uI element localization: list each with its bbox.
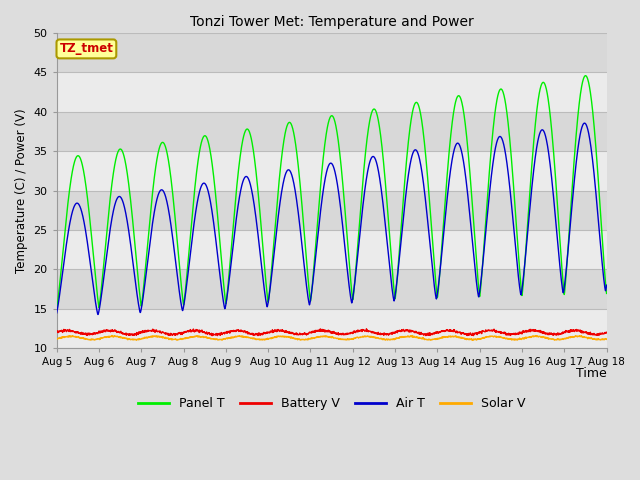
Solar V [108,333,116,338]
Line: Air T: Air T [57,123,607,314]
Air T [340,237,348,242]
Air T [598,260,606,266]
Bar [57,309,607,348]
Battery V [523,329,531,335]
Air T [217,278,225,284]
Air T [522,244,530,250]
Battery V [598,330,606,336]
Battery V [226,329,234,335]
Panel T [340,193,348,199]
Text: TZ_tmet: TZ_tmet [60,42,113,55]
Panel T [233,186,241,192]
Panel T [598,230,605,236]
Battery V [214,333,221,338]
Solar V [133,337,141,343]
Panel T [53,306,61,312]
Panel T [225,269,233,275]
Air T [580,120,588,126]
Panel T [216,245,224,251]
Battery V [53,328,61,334]
Battery V [233,327,241,333]
Solar V [523,335,531,340]
Y-axis label: Temperature (C) / Power (V): Temperature (C) / Power (V) [15,108,28,273]
Bar [57,269,607,309]
Bar [57,112,607,151]
Air T [603,282,611,288]
Panel T [582,73,589,79]
Solar V [234,334,241,339]
Solar V [226,335,234,341]
Battery V [603,330,611,336]
Bar [57,33,607,72]
X-axis label: Time: Time [576,367,607,380]
Panel T [522,243,530,249]
Bar [57,72,607,112]
Bar [57,151,607,191]
Title: Tonzi Tower Met: Temperature and Power: Tonzi Tower Met: Temperature and Power [190,15,474,29]
Solar V [340,336,348,342]
Legend: Panel T, Battery V, Air T, Solar V: Panel T, Battery V, Air T, Solar V [132,392,531,415]
Battery V [363,326,371,332]
Air T [233,212,241,217]
Air T [53,310,61,316]
Battery V [217,332,225,337]
Air T [94,312,102,317]
Bar [57,230,607,269]
Line: Battery V: Battery V [57,329,607,336]
Battery V [340,332,348,337]
Solar V [217,337,225,343]
Solar V [603,336,611,342]
Line: Panel T: Panel T [57,76,607,309]
Solar V [598,336,606,342]
Bar [57,191,607,230]
Panel T [603,290,611,296]
Air T [226,274,234,280]
Solar V [53,336,61,342]
Line: Solar V: Solar V [57,336,607,340]
